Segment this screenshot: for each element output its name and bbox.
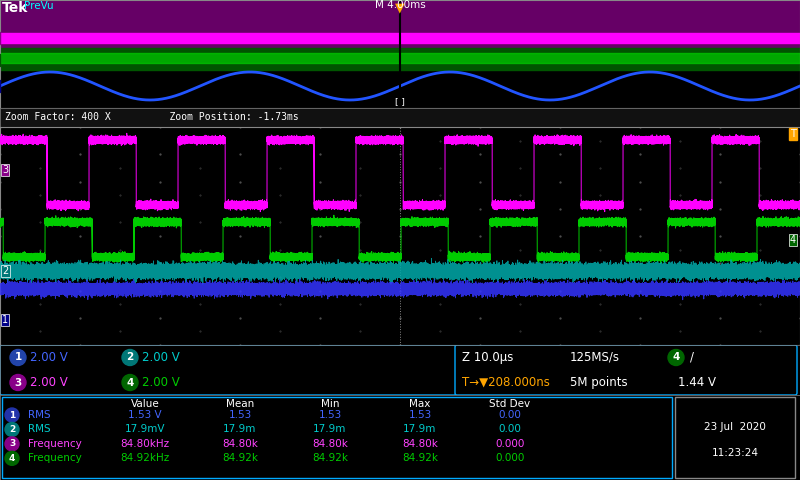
Text: 0.00: 0.00	[498, 410, 522, 420]
Text: 17.9m: 17.9m	[314, 424, 346, 434]
Text: [ ]: [ ]	[395, 97, 405, 106]
Text: 1: 1	[9, 410, 15, 420]
Text: 84.80k: 84.80k	[222, 439, 258, 449]
Text: Value: Value	[130, 399, 159, 409]
Circle shape	[10, 374, 26, 391]
Text: ▼: ▼	[395, 1, 405, 14]
Text: 84.92k: 84.92k	[312, 453, 348, 463]
Text: 4: 4	[126, 377, 134, 387]
Text: Frequency: Frequency	[28, 439, 82, 449]
Text: Min: Min	[321, 399, 339, 409]
Text: 1.44 V: 1.44 V	[678, 376, 716, 389]
Text: T→▼208.000ns: T→▼208.000ns	[462, 376, 550, 389]
Circle shape	[668, 349, 684, 365]
Text: 84.92k: 84.92k	[222, 453, 258, 463]
Text: Std Dev: Std Dev	[490, 399, 530, 409]
Text: Tek: Tek	[2, 1, 28, 15]
Circle shape	[5, 408, 19, 422]
FancyBboxPatch shape	[455, 345, 797, 395]
Circle shape	[122, 349, 138, 365]
Text: 2.00 V: 2.00 V	[142, 351, 180, 364]
Text: 84.92k: 84.92k	[402, 453, 438, 463]
Bar	[0, 0, 800, 50]
FancyBboxPatch shape	[675, 397, 795, 478]
Text: PreVu: PreVu	[24, 1, 54, 11]
Text: 1.53: 1.53	[228, 410, 252, 420]
Text: T: T	[790, 129, 796, 139]
Text: 4: 4	[672, 352, 680, 362]
Bar	[0, 33, 800, 43]
Text: 0.000: 0.000	[495, 439, 525, 449]
Text: 17.9m: 17.9m	[223, 424, 257, 434]
FancyBboxPatch shape	[0, 345, 456, 395]
Text: 84.80k: 84.80k	[402, 439, 438, 449]
Text: 1.53: 1.53	[318, 410, 342, 420]
Text: M 4.00ms: M 4.00ms	[374, 0, 426, 10]
Text: Mean: Mean	[226, 399, 254, 409]
Text: Zoom Factor: 400 X          Zoom Position: -1.73ms: Zoom Factor: 400 X Zoom Position: -1.73m…	[5, 112, 298, 122]
Text: 2.00 V: 2.00 V	[142, 376, 180, 389]
Text: Max: Max	[410, 399, 430, 409]
Text: RMS: RMS	[28, 424, 50, 434]
Text: 84.80k: 84.80k	[312, 439, 348, 449]
Text: 17.9m: 17.9m	[403, 424, 437, 434]
Text: 84.92kHz: 84.92kHz	[120, 453, 170, 463]
Bar	[0, 53, 800, 63]
Text: 125MS/s: 125MS/s	[570, 351, 620, 364]
FancyBboxPatch shape	[2, 397, 672, 478]
Text: 2: 2	[9, 425, 15, 434]
Text: Z 10.0μs: Z 10.0μs	[462, 351, 514, 364]
Text: 1: 1	[2, 315, 8, 325]
Text: 3: 3	[14, 377, 22, 387]
Text: 4: 4	[9, 454, 15, 463]
Text: 1: 1	[14, 352, 22, 362]
Text: /: /	[690, 351, 694, 364]
Text: 4: 4	[790, 235, 796, 245]
Text: 2.00 V: 2.00 V	[30, 376, 68, 389]
Text: 1.53: 1.53	[408, 410, 432, 420]
Text: 23 Jul  2020: 23 Jul 2020	[704, 422, 766, 432]
Text: 0.00: 0.00	[498, 424, 522, 434]
Circle shape	[10, 349, 26, 365]
Text: 2.00 V: 2.00 V	[30, 351, 68, 364]
Text: 3: 3	[9, 439, 15, 448]
Text: 1.53 V: 1.53 V	[128, 410, 162, 420]
Text: 17.9mV: 17.9mV	[125, 424, 166, 434]
Text: RMS: RMS	[28, 410, 50, 420]
Text: 5M points: 5M points	[570, 376, 628, 389]
Bar	[0, 48, 800, 70]
Circle shape	[5, 437, 19, 451]
Text: 2: 2	[2, 266, 8, 276]
Circle shape	[5, 422, 19, 436]
Text: 2: 2	[126, 352, 134, 362]
Text: Frequency: Frequency	[28, 453, 82, 463]
Text: 84.80kHz: 84.80kHz	[121, 439, 170, 449]
Circle shape	[122, 374, 138, 391]
Text: 3: 3	[2, 165, 8, 175]
Text: 0.000: 0.000	[495, 453, 525, 463]
Circle shape	[5, 451, 19, 465]
Text: 11:23:24: 11:23:24	[711, 448, 758, 458]
